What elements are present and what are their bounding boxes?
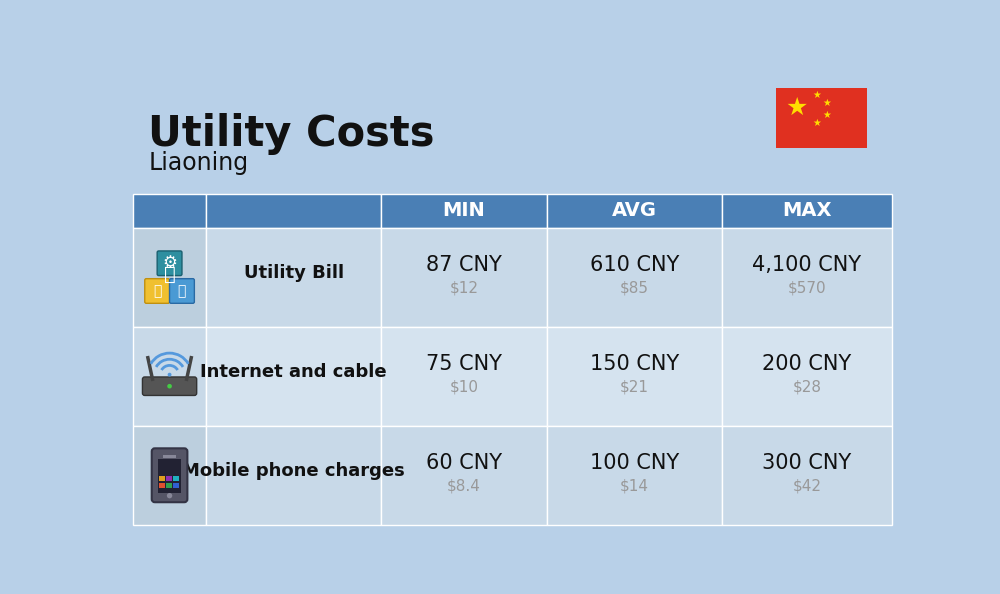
Text: 87 CNY: 87 CNY xyxy=(426,255,502,275)
Text: ★: ★ xyxy=(823,98,832,108)
Text: $42: $42 xyxy=(792,479,822,494)
Text: Internet and cable: Internet and cable xyxy=(200,364,387,381)
Text: 👤: 👤 xyxy=(164,264,175,283)
Text: Mobile phone charges: Mobile phone charges xyxy=(182,462,405,481)
Text: ⚙: ⚙ xyxy=(162,254,177,272)
Bar xyxy=(159,483,165,488)
Text: ★: ★ xyxy=(823,110,832,119)
Bar xyxy=(547,327,722,426)
Text: ★: ★ xyxy=(785,96,807,119)
Bar xyxy=(381,228,547,327)
Circle shape xyxy=(168,373,172,377)
Text: $21: $21 xyxy=(620,380,649,394)
Text: AVG: AVG xyxy=(612,201,657,220)
Text: $14: $14 xyxy=(620,479,649,494)
Bar xyxy=(133,228,206,327)
Text: 100 CNY: 100 CNY xyxy=(590,453,679,473)
Bar xyxy=(166,476,172,481)
Bar xyxy=(776,89,867,148)
Text: Utility Bill: Utility Bill xyxy=(244,264,344,282)
Bar xyxy=(381,327,547,426)
Bar xyxy=(133,426,206,525)
Bar xyxy=(547,426,722,525)
Bar xyxy=(547,228,722,327)
Text: 150 CNY: 150 CNY xyxy=(590,354,679,374)
Bar xyxy=(722,327,892,426)
Text: $85: $85 xyxy=(620,280,649,295)
Bar xyxy=(159,476,165,481)
Bar xyxy=(206,327,381,426)
Text: MAX: MAX xyxy=(782,201,832,220)
Text: ★: ★ xyxy=(812,118,821,128)
Bar xyxy=(722,228,892,327)
FancyBboxPatch shape xyxy=(157,251,182,276)
Bar xyxy=(158,459,181,493)
Text: $10: $10 xyxy=(450,380,479,394)
Circle shape xyxy=(167,493,172,498)
Circle shape xyxy=(167,384,172,388)
Text: $28: $28 xyxy=(792,380,822,394)
Bar xyxy=(206,194,381,228)
FancyBboxPatch shape xyxy=(145,279,170,304)
Text: 🔌: 🔌 xyxy=(153,284,161,298)
Text: 4,100 CNY: 4,100 CNY xyxy=(752,255,862,275)
Bar xyxy=(173,476,179,481)
Text: 610 CNY: 610 CNY xyxy=(590,255,679,275)
Bar xyxy=(206,228,381,327)
FancyBboxPatch shape xyxy=(142,377,197,396)
Text: Liaoning: Liaoning xyxy=(148,151,248,175)
Text: 300 CNY: 300 CNY xyxy=(762,453,852,473)
Bar xyxy=(166,483,172,488)
Bar xyxy=(133,194,206,228)
Text: 🚿: 🚿 xyxy=(178,284,186,298)
Text: Utility Costs: Utility Costs xyxy=(148,113,435,155)
Bar xyxy=(547,194,722,228)
Text: 200 CNY: 200 CNY xyxy=(762,354,852,374)
Text: 75 CNY: 75 CNY xyxy=(426,354,502,374)
Text: $570: $570 xyxy=(788,280,826,295)
Text: $12: $12 xyxy=(450,280,479,295)
FancyBboxPatch shape xyxy=(170,279,194,304)
Bar xyxy=(722,194,892,228)
Bar xyxy=(163,455,176,457)
Bar xyxy=(133,327,206,426)
Text: MIN: MIN xyxy=(443,201,485,220)
Text: ★: ★ xyxy=(812,90,821,100)
FancyBboxPatch shape xyxy=(152,448,187,502)
Bar xyxy=(173,483,179,488)
Text: $8.4: $8.4 xyxy=(447,479,481,494)
Bar xyxy=(381,426,547,525)
Bar xyxy=(722,426,892,525)
Bar xyxy=(381,194,547,228)
Bar xyxy=(206,426,381,525)
Text: 60 CNY: 60 CNY xyxy=(426,453,502,473)
